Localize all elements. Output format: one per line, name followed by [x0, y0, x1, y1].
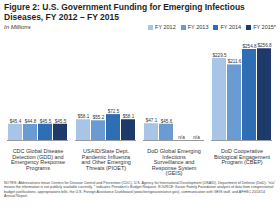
svg-text:$45.6: $45.6 [161, 119, 173, 124]
html-text:Figure 2: U.S. Government Fund: Figure 2: U.S. Government Funding for Em… [4, 2, 245, 22]
svg-text:n/a: n/a [193, 135, 200, 140]
svg-text:$72.5: $72.5 [108, 109, 120, 114]
html-text:NOTES: Abbreviations mean Cent: NOTES: Abbreviations mean Centers for Di… [4, 181, 276, 198]
svg-text:$47.1: $47.1 [146, 118, 158, 123]
html-text:FY 2013: FY 2013 [187, 24, 209, 30]
svg-text:$256.8: $256.8 [257, 43, 271, 48]
svg-text:$45.5: $45.5 [55, 119, 67, 124]
svg-text:USAID/State Dept.Pandemic Infl: USAID/State Dept.Pandemic Influenzaand O… [81, 148, 131, 171]
svg-text:$58.1: $58.1 [78, 114, 90, 119]
html-text:FY 2012: FY 2012 [155, 24, 176, 30]
svg-text:$44.8: $44.8 [25, 119, 37, 124]
html-text:In Millions: In Millions [4, 24, 31, 30]
svg-text:$254.8: $254.8 [242, 44, 256, 49]
html-text:FY 2014: FY 2014 [220, 24, 242, 30]
svg-text:$55.2: $55.2 [93, 115, 105, 120]
svg-text:$211.6: $211.6 [228, 59, 242, 64]
html-text:FY 2015*: FY 2015* [253, 24, 276, 30]
svg-text:CDC Global DiseaseDetection (G: CDC Global DiseaseDetection (GDD) andEme… [11, 148, 65, 171]
svg-text:$229.5: $229.5 [212, 53, 226, 58]
svg-text:DoD Global EmergingInfectionsS: DoD Global EmergingInfectionsSurveillanc… [147, 148, 201, 176]
svg-text:$45.5: $45.5 [40, 119, 52, 124]
svg-text:$58.1: $58.1 [123, 114, 135, 119]
svg-text:n/a: n/a [178, 135, 185, 140]
svg-text:DoD CooperativeBiological Enga: DoD CooperativeBiological EngagementProg… [214, 148, 271, 165]
svg-text:$45.4: $45.4 [10, 119, 22, 124]
